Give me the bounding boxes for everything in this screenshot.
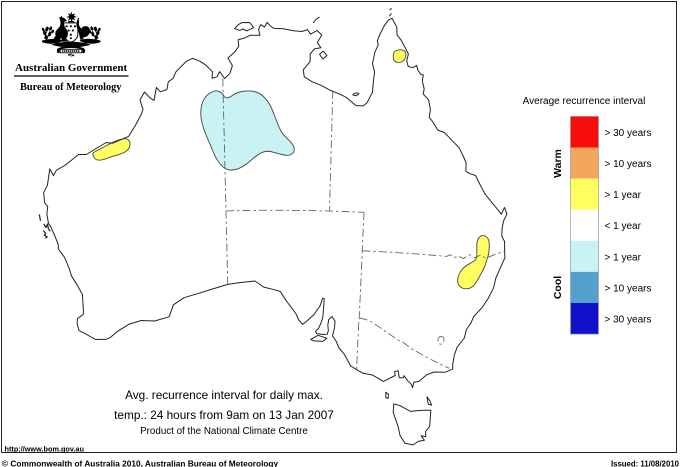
svg-text:Australian Government: Australian Government <box>15 62 127 74</box>
svg-text:< 1 year: < 1 year <box>605 221 642 232</box>
svg-text:Warm: Warm <box>552 149 564 178</box>
svg-text:temp.: 24 hours from 9am on 13: temp.: 24 hours from 9am on 13 Jan 2007 <box>114 408 334 422</box>
svg-text:Average recurrence interval: Average recurrence interval <box>523 96 646 107</box>
svg-text:Bureau of Meteorology: Bureau of Meteorology <box>20 82 122 93</box>
svg-text:http://www.bom.gov.au: http://www.bom.gov.au <box>5 445 84 454</box>
svg-text:> 1 year: > 1 year <box>605 252 642 263</box>
svg-text:Product of the National Climat: Product of the National Climate Centre <box>140 426 308 437</box>
svg-text:> 10 years: > 10 years <box>605 284 652 295</box>
svg-text:Cool: Cool <box>552 276 564 299</box>
svg-text:> 30 years: > 30 years <box>605 128 652 139</box>
svg-text:> 10 years: > 10 years <box>605 159 652 170</box>
svg-text:© Commonwealth of Australia 20: © Commonwealth of Australia 2010, Austra… <box>2 459 279 467</box>
svg-text:Issued: 11/08/2010: Issued: 11/08/2010 <box>611 460 680 467</box>
svg-text:> 1 year: > 1 year <box>605 190 642 201</box>
svg-text:Avg. recurrence interval for d: Avg. recurrence interval for daily max. <box>125 388 323 402</box>
svg-text:> 30 years: > 30 years <box>605 315 652 326</box>
